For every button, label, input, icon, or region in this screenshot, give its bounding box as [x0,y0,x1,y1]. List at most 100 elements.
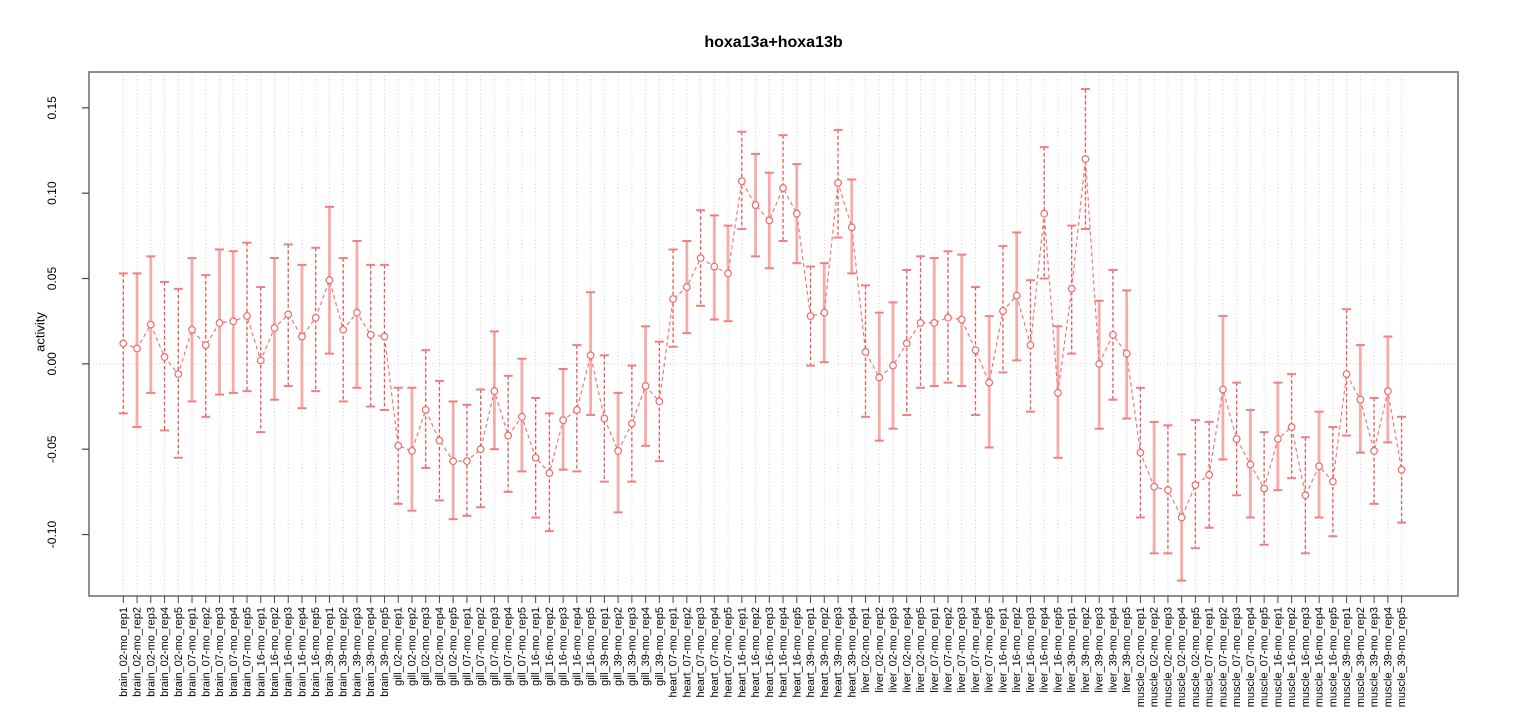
x-tick-label: heart_16-mo_rep4 [778,607,790,698]
data-point [490,387,499,396]
x-tick-label: brain_16-mo_rep3 [283,607,295,697]
x-tick-label: gill_16-mo_rep3 [558,607,570,686]
data-point [1067,284,1076,293]
x-tick-label: gill_07-mo_rep4 [503,607,515,686]
data-point [408,447,416,455]
data-point [1136,448,1145,457]
x-tick-label: muscle_16-mo_rep4 [1314,607,1326,707]
x-tick-label: brain_39-mo_rep3 [351,607,363,697]
x-tick-label: brain_07-mo_rep5 [242,607,254,697]
x-tick-label: liver_39-mo_rep3 [1094,607,1106,693]
x-tick-label: brain_07-mo_rep1 [187,607,199,697]
data-point [806,312,815,320]
x-tick-label: liver_02-mo_rep4 [901,607,913,693]
data-point [188,325,196,334]
data-point [1040,209,1049,218]
x-tick-label: muscle_39-mo_rep3 [1369,607,1381,707]
y-tick-label: 0.10 [45,181,59,205]
x-tick-label: gill_16-mo_rep5 [585,607,597,686]
x-tick-label: brain_39-mo_rep5 [379,607,391,697]
data-point [779,184,787,192]
data-point [421,406,430,414]
data-point [1054,388,1062,397]
x-tick-label: muscle_07-mo_rep3 [1231,607,1243,707]
data-point [627,419,636,428]
data-point [889,361,897,370]
data-point [902,339,911,348]
x-tick-label: gill_16-mo_rep2 [544,607,556,686]
x-tick-label: muscle_16-mo_rep5 [1327,607,1339,707]
x-tick-label: gill_02-mo_rep5 [448,607,460,686]
x-tick-label: brain_07-mo_rep3 [214,607,226,697]
x-tick-label: heart_39-mo_rep3 [833,607,845,698]
data-point [930,319,939,327]
data-point [1081,155,1090,163]
x-tick-label: heart_07-mo_rep1 [668,607,680,698]
data-point [861,348,870,356]
x-tick-label: brain_39-mo_rep1 [324,607,336,697]
x-tick-label: liver_02-mo_rep5 [915,607,927,693]
x-tick-label: liver_39-mo_rep1 [1066,607,1078,693]
data-point [600,414,609,423]
data-point [284,310,293,319]
data-point [710,262,719,271]
data-point [737,177,746,186]
x-tick-label: liver_39-mo_rep2 [1080,607,1092,693]
x-tick-label: gill_07-mo_rep3 [489,607,501,686]
data-point [1218,385,1227,394]
x-tick-label: heart_07-mo_rep2 [681,607,693,698]
x-tick-label: brain_16-mo_rep1 [255,607,267,697]
x-tick-label: muscle_39-mo_rep5 [1396,607,1408,707]
x-tick-label: gill_02-mo_rep4 [434,607,446,686]
x-tick-label: muscle_02-mo_rep3 [1162,607,1174,707]
data-point [243,312,251,320]
data-point [353,308,361,317]
x-tick-label: muscle_16-mo_rep1 [1272,607,1284,707]
data-point [476,445,485,454]
x-tick-label: gill_02-mo_rep2 [406,607,418,686]
data-point [435,436,444,445]
x-tick-label: brain_02-mo_rep5 [173,607,185,697]
x-tick-label: brain_16-mo_rep4 [296,607,308,697]
data-point [229,317,238,326]
x-tick-label: brain_16-mo_rep2 [269,607,281,697]
data-point [944,313,952,322]
data-point [957,315,966,324]
x-tick-label: muscle_02-mo_rep5 [1190,607,1202,707]
x-tick-label: heart_07-mo_rep3 [695,607,707,698]
data-point [160,353,169,361]
x-tick-label: gill_02-mo_rep1 [393,607,405,686]
data-point [1095,359,1104,368]
data-point [1397,465,1406,474]
data-point [1287,423,1296,431]
y-tick-label: -0.05 [45,435,59,463]
data-point [366,330,375,339]
data-point [847,223,856,232]
x-tick-label: heart_39-mo_rep1 [805,607,817,698]
data-point [1026,341,1035,349]
data-point [463,457,471,466]
data-point [669,295,677,303]
data-point [916,319,925,327]
y-tick-label: 0.00 [45,352,59,376]
data-point [298,332,306,341]
data-point [765,216,774,225]
data-point [875,373,884,382]
x-tick-label: liver_07-mo_rep5 [984,607,996,693]
x-tick-label: gill_39-mo_rep2 [613,607,625,686]
x-tick-label: heart_16-mo_rep5 [791,607,803,698]
data-point [449,457,458,466]
x-tick-label: liver_07-mo_rep1 [929,607,941,693]
data-point [1191,481,1200,489]
x-tick-label: muscle_07-mo_rep4 [1245,607,1257,707]
x-tick-label: liver_39-mo_rep5 [1121,607,1133,693]
data-point [792,209,801,218]
data-point [1260,484,1269,493]
x-tick-label: muscle_39-mo_rep2 [1355,607,1367,707]
data-point [380,332,389,341]
data-point [1370,447,1378,455]
x-tick-label: brain_07-mo_rep2 [200,607,212,697]
data-point [751,201,760,210]
